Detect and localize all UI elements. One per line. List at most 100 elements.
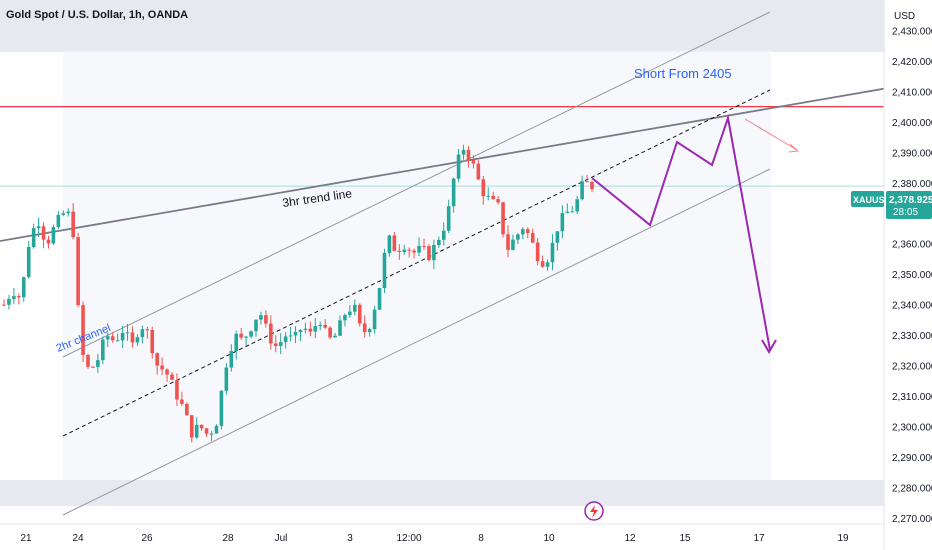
price-badge[interactable]: XAUUSD 2,378.925 28:05 (851, 191, 932, 219)
candle-body (407, 249, 411, 251)
candle-body (397, 250, 402, 253)
candle-body (318, 324, 323, 327)
currency-label[interactable]: USD (894, 11, 915, 22)
candle-body (204, 428, 209, 434)
candle-body (229, 351, 234, 368)
candle-body (521, 229, 525, 235)
x-tick-label: 3 (347, 533, 353, 544)
candle-body (333, 335, 337, 338)
candle-body (160, 365, 164, 370)
candle-body (41, 226, 46, 240)
candle-body (120, 332, 125, 341)
candle-body (293, 332, 298, 336)
candle-body (298, 329, 303, 333)
candle-body (412, 250, 416, 253)
candle-body (308, 328, 313, 332)
candle-body (219, 390, 224, 426)
candle-body (357, 304, 362, 324)
candle-body (26, 247, 31, 278)
candle-body (338, 320, 342, 336)
y-tick-label: 2,420.000 (892, 57, 932, 68)
candle-body (535, 242, 540, 262)
candle-body (175, 379, 179, 400)
candle-body (540, 261, 545, 267)
candle-body (501, 202, 505, 235)
candle-body (214, 425, 219, 434)
candle-body (61, 213, 66, 215)
candle-body (555, 231, 560, 243)
x-tick-label: 12:00 (396, 533, 421, 544)
y-tick-label: 2,410.000 (892, 87, 932, 98)
candle-body (224, 367, 229, 391)
candle-body (525, 229, 530, 234)
candle-body (185, 403, 189, 416)
candle-body (451, 178, 456, 207)
candle-body (367, 329, 372, 333)
candle-body (125, 332, 130, 334)
candle-body (288, 335, 293, 337)
candle-body (189, 415, 194, 438)
y-tick-label: 2,290.000 (892, 453, 932, 464)
candle-body (278, 342, 283, 346)
candle-body (476, 163, 481, 180)
candle-body (17, 296, 21, 298)
candle-body (115, 340, 120, 342)
candle-body (140, 329, 145, 338)
candle-body (560, 213, 565, 232)
projection (591, 114, 777, 354)
candle-body (283, 336, 288, 343)
candle-body (105, 336, 110, 340)
channel-lower (62, 168, 771, 516)
candles (2, 144, 594, 443)
lightning-icon[interactable] (584, 501, 604, 521)
projection-arrowhead (761, 339, 777, 354)
x-tick-label: 28 (222, 533, 234, 544)
candle-body (481, 179, 486, 197)
candle-body (110, 336, 115, 341)
candle-body (66, 211, 71, 214)
candle-body (402, 249, 407, 253)
candle-body (392, 235, 397, 251)
candle-body (565, 211, 570, 214)
y-ticks: 2,270.000 2,280.000 2,290.000 2,300.000 2,31… (892, 26, 932, 524)
candle-body (180, 399, 184, 404)
candle-body (417, 245, 421, 253)
short-arrow-head (788, 143, 800, 153)
candle-body (234, 333, 239, 352)
candle-body (91, 366, 95, 368)
candle-body (372, 309, 377, 330)
y-tick-label: 2,270.000 (892, 514, 932, 525)
candle-body (199, 424, 204, 429)
candle-body (76, 237, 80, 306)
candle-body (155, 353, 159, 366)
price-badge-countdown: 28:05 (893, 207, 918, 218)
candle-body (150, 329, 155, 354)
candle-body (2, 304, 6, 306)
candle-body (313, 326, 318, 332)
candle-body (31, 228, 36, 248)
candle-body (323, 324, 327, 328)
candle-body (269, 323, 273, 344)
x-tick-label: 12 (624, 533, 636, 544)
y-tick-label: 2,350.000 (892, 270, 932, 281)
projection-line (591, 114, 771, 351)
y-tick-label: 2,400.000 (892, 118, 932, 129)
channel-area (63, 50, 771, 480)
candle-body (244, 336, 248, 338)
candle-body (7, 298, 11, 305)
candle-body (273, 343, 278, 346)
y-tick-label: 2,280.000 (892, 483, 932, 494)
candle-body (590, 181, 594, 190)
candle-body (446, 206, 451, 231)
band-top (0, 0, 884, 52)
candle-body (165, 369, 169, 375)
candle-body (348, 311, 352, 316)
candle-body (21, 277, 26, 298)
short-arrow-line (744, 118, 798, 151)
trend-line (0, 85, 901, 242)
candle-body (362, 323, 367, 333)
channel-upper (62, 11, 771, 358)
x-tick-label: 26 (141, 533, 153, 544)
y-tick-label: 2,340.000 (892, 301, 932, 312)
x-tick-label: 21 (20, 533, 32, 544)
